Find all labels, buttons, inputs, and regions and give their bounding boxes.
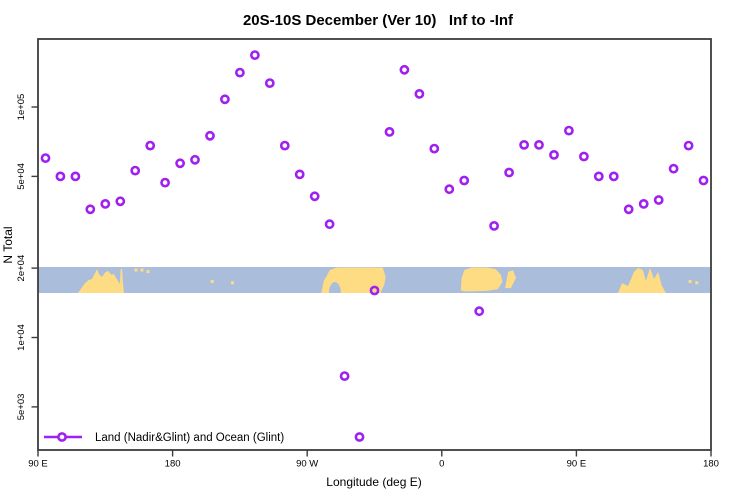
data-point	[489, 220, 499, 231]
ocean-notch	[328, 282, 341, 293]
data-point	[70, 171, 81, 182]
data-points	[40, 50, 709, 442]
data-point	[40, 153, 51, 163]
data-point	[219, 94, 230, 105]
data-point	[160, 177, 170, 188]
data-point	[593, 171, 604, 182]
island-dot	[230, 281, 234, 285]
legend-label: Land (Nadir&Glint) and Ocean (Glint)	[95, 432, 284, 444]
data-point	[55, 171, 66, 182]
x-tick-label: 180	[165, 459, 181, 470]
data-point	[444, 184, 455, 195]
land-region-madagascar	[505, 270, 516, 289]
data-point	[264, 78, 275, 88]
land-region-australia-repeat	[618, 268, 666, 293]
data-point	[294, 169, 305, 180]
x-axis-ticks: 90 E 180 90 W 0 90 E 180	[28, 450, 719, 470]
data-point	[429, 143, 440, 154]
data-point	[534, 139, 544, 150]
x-tick-label: 180	[703, 459, 719, 470]
y-tick-label: 5e+03	[16, 394, 27, 421]
data-point	[504, 167, 514, 178]
data-point	[145, 140, 156, 151]
island-dot	[210, 280, 214, 283]
island-dot	[695, 281, 699, 285]
x-tick-label: 90 W	[296, 459, 318, 470]
island-dot	[134, 268, 138, 272]
data-point	[549, 149, 559, 160]
data-point	[85, 204, 96, 215]
data-point	[339, 371, 350, 381]
y-tick-label: 1e+05	[16, 94, 27, 121]
data-point	[519, 139, 529, 150]
y-tick-label: 1e+04	[16, 324, 27, 351]
data-point	[414, 89, 425, 99]
data-point	[234, 67, 245, 78]
data-point	[175, 158, 185, 169]
data-point	[249, 50, 260, 60]
data-point	[205, 130, 215, 141]
y-axis-ticks: 1e+05 5e+04 2e+04 1e+04 5e+03	[16, 94, 38, 421]
data-point	[115, 196, 126, 207]
island-dot	[140, 268, 144, 272]
data-point	[668, 163, 679, 174]
island-dot	[688, 280, 692, 283]
data-point	[459, 175, 470, 186]
data-point	[324, 219, 335, 230]
data-point	[683, 140, 694, 151]
data-point	[354, 432, 365, 442]
data-point	[384, 126, 395, 137]
data-point	[638, 198, 649, 209]
data-point	[698, 175, 709, 186]
land-region-australia	[77, 269, 124, 293]
x-tick-label: 90 E	[567, 459, 587, 470]
y-tick-label: 2e+04	[16, 255, 27, 282]
land-region-africa	[460, 267, 503, 292]
data-point	[608, 171, 619, 182]
x-axis-label: Longitude (deg E)	[326, 475, 421, 489]
data-point	[369, 285, 380, 296]
data-point	[623, 204, 634, 215]
data-point	[279, 140, 290, 151]
legend: Land (Nadir&Glint) and Ocean (Glint)	[44, 432, 284, 444]
y-axis-label: N Total	[1, 226, 15, 263]
data-point	[474, 306, 485, 317]
data-point	[399, 64, 410, 75]
island-dot	[146, 270, 150, 274]
map-band	[38, 267, 711, 293]
data-point	[564, 125, 574, 136]
plot-frame	[37, 38, 712, 451]
data-point	[653, 195, 664, 205]
x-tick-label: 0	[439, 459, 444, 470]
chart-title: 20S-10S December (Ver 10) Inf to -Inf	[243, 12, 514, 29]
x-tick-label: 90 E	[28, 459, 48, 470]
y-tick-label: 5e+04	[16, 163, 27, 190]
data-point	[579, 151, 589, 162]
data-point	[190, 154, 200, 165]
data-point	[100, 198, 111, 209]
data-point	[309, 191, 320, 202]
legend-marker-icon	[57, 432, 67, 442]
data-point	[130, 165, 141, 176]
